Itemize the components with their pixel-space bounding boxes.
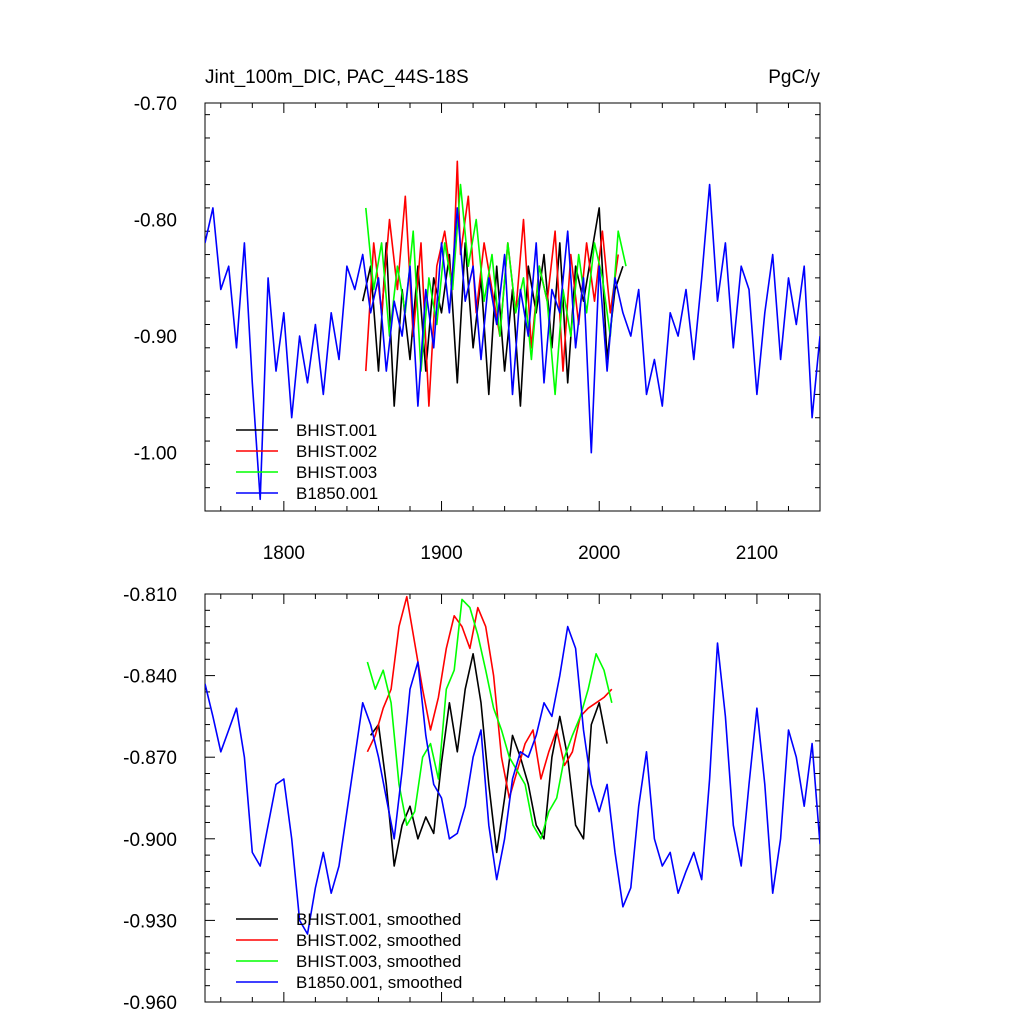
series-line-4: [205, 625, 820, 935]
bottom-panel: -0.960 -0.930 -0.900 -0.870 -0.840 -0.810 BHI…: [123, 585, 821, 1014]
bottom-legend: BHIST.001, smoothed BHIST.002, smoothed BH…: [236, 910, 462, 992]
top-plot-frame: [204, 102, 821, 512]
y-tick-label: -0.70: [134, 94, 177, 115]
bottom-ticks: -0.960 -0.930 -0.900 -0.870 -0.840 -0.810: [123, 585, 821, 1014]
series-line-3: [366, 598, 613, 840]
bottom-plot-frame: [204, 593, 821, 1003]
legend-label: BHIST.002, smoothed: [296, 931, 461, 950]
top-series: [205, 160, 820, 501]
legend-label: BHIST.002: [296, 442, 377, 461]
x-tick-label: 1800: [263, 543, 305, 564]
y-tick-label: -0.960: [123, 993, 177, 1014]
y-tick-label: -1.00: [134, 444, 177, 465]
series-line-2: [366, 595, 613, 799]
legend-label: BHIST.001, smoothed: [296, 910, 461, 929]
y-tick-label: -0.90: [134, 327, 177, 348]
series-line-1: [369, 652, 608, 867]
x-tick-label: 1900: [420, 543, 462, 564]
y-tick-label: -0.840: [123, 667, 177, 688]
y-tick-label: -0.870: [123, 748, 177, 769]
top-panel: Jint_100m_DIC, PAC_44S-18S PgC/y 1800 190…: [134, 67, 821, 564]
y-tick-label: -0.80: [134, 211, 177, 232]
legend-label: BHIST.001: [296, 421, 377, 440]
top-legend: BHIST.001 BHIST.002 BHIST.003 B1850.001: [236, 421, 378, 503]
top-ticks: 1800 1900 2000 2100 -1.00 -0.90 -0.80 -0.70: [134, 94, 821, 564]
top-units-label: PgC/y: [768, 67, 820, 88]
y-tick-label: -0.810: [123, 585, 177, 606]
legend-label: BHIST.003, smoothed: [296, 952, 461, 971]
series-line-4: [205, 183, 820, 501]
bottom-series: [205, 595, 820, 935]
series-line-1: [361, 207, 624, 407]
top-chart-title: Jint_100m_DIC, PAC_44S-18S: [205, 67, 469, 88]
y-tick-label: -0.930: [123, 911, 177, 932]
legend-label: B1850.001: [296, 484, 378, 503]
legend-label: BHIST.003: [296, 463, 377, 482]
x-tick-label: 2000: [578, 543, 620, 564]
y-tick-label: -0.900: [123, 830, 177, 851]
legend-label: B1850.001, smoothed: [296, 973, 462, 992]
x-tick-label: 2100: [736, 543, 778, 564]
